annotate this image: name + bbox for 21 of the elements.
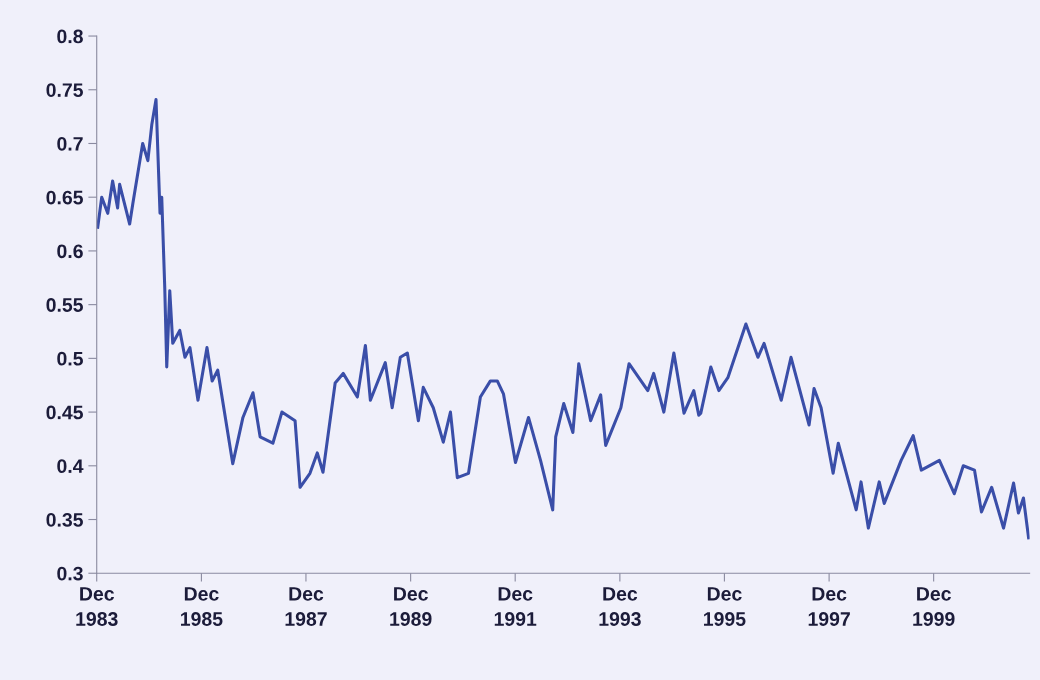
x-tick-label: Dec 1983 [76,587,118,626]
line-series [96,97,1030,540]
y-tick-label: 0.5 [57,351,83,366]
y-tick-label: 0.6 [57,244,83,259]
x-tick-label: Dec 1989 [390,587,432,626]
x-tick-label: Dec 1995 [704,587,746,626]
y-tick-label: 0.75 [46,83,83,97]
x-tick-label: Dec 1997 [808,587,850,626]
y-tick-label: 0.8 [57,29,83,44]
y-tick-label: 0.65 [46,190,83,205]
x-tick-label: Dec 1999 [913,587,955,626]
y-tick-label: 0.7 [57,136,83,151]
y-tick-label: 0.55 [46,298,83,312]
y-tick-label: 0.3 [57,566,83,581]
x-tick-label: Dec 1987 [285,587,327,626]
y-tick-label: 0.35 [46,512,83,527]
x-tick-label: Dec 1993 [599,587,641,626]
y-tick-label: 0.4 [57,459,84,474]
y-tick-label: 0.45 [46,405,83,420]
x-tick-label: Dec 1985 [181,587,223,626]
x-tick-label: Dec 1991 [494,587,537,626]
